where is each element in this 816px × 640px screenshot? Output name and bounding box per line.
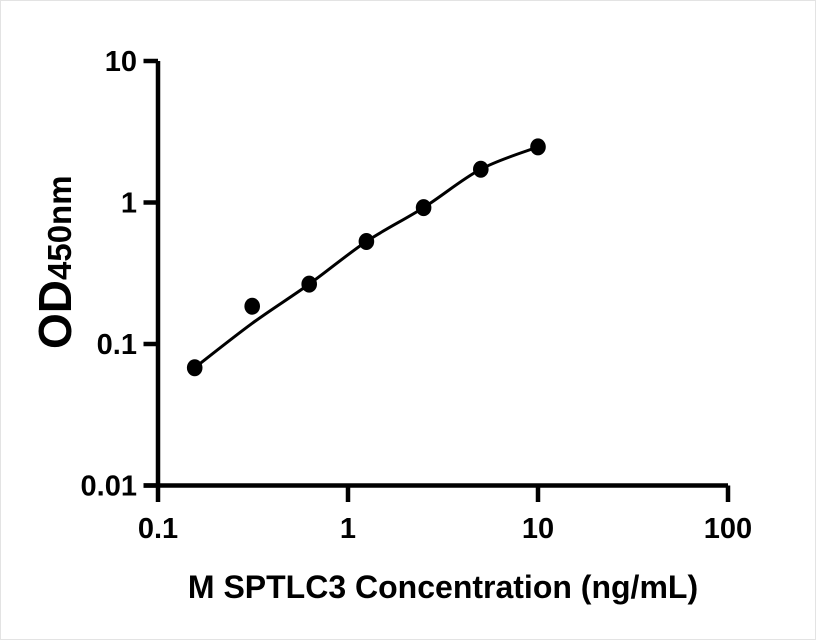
- x-axis-title: M SPTLC3 Concentration (ng/mL): [188, 569, 698, 605]
- y-axis-title-subscript: 450nm: [41, 175, 78, 280]
- x-tick-label-1: 1: [340, 513, 356, 545]
- y-tick-label-1: 1: [121, 188, 137, 220]
- data-point-7: [530, 138, 546, 156]
- x-tick-label-0.1: 0.1: [138, 513, 178, 545]
- data-point-5: [415, 199, 432, 217]
- data-point-4: [358, 233, 375, 250]
- x-tick-label-100: 100: [704, 513, 752, 545]
- data-point-2: [244, 297, 260, 315]
- data-point-1: [186, 359, 203, 377]
- y-tick-label-0.1: 0.1: [97, 329, 137, 361]
- data-point-6: [473, 160, 489, 178]
- y-axis-title-main: OD: [29, 280, 81, 349]
- y-tick-label-0.01: 0.01: [81, 471, 137, 503]
- y-tick-label-10: 10: [105, 46, 137, 78]
- fit-curve-line: [193, 145, 540, 370]
- data-point-3: [301, 275, 318, 293]
- x-tick-label-10: 10: [522, 513, 554, 545]
- y-axis-title: OD450nm: [29, 175, 81, 349]
